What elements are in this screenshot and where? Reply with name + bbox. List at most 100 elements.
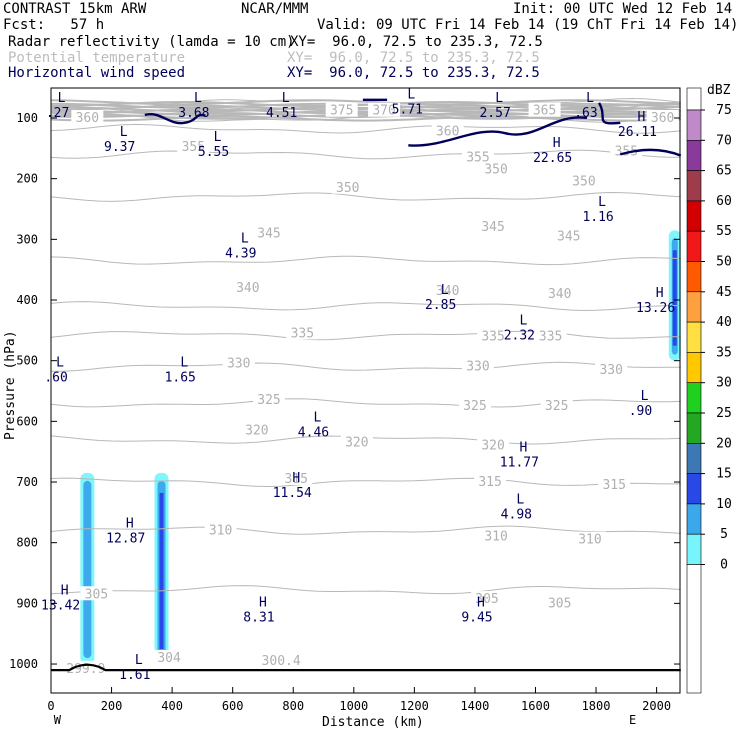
wind-extremum-value: 4.46 — [298, 425, 329, 440]
colorbar-label: 55 — [716, 224, 732, 239]
wind-extremum-marker: L — [180, 356, 188, 371]
x-axis-title: Distance (km) — [322, 715, 424, 730]
theta-label: 375 — [330, 104, 353, 119]
x-tick-label: 1600 — [521, 699, 550, 713]
theta-label-bg — [540, 398, 573, 413]
theta-label: 305 — [85, 587, 108, 602]
wind-extremum-value: 9.37 — [104, 140, 135, 155]
colorbar-swatch — [686, 442, 702, 474]
theta-label: 355 — [182, 140, 205, 155]
y-tick-label: 400 — [16, 293, 38, 307]
theta-label: 320 — [481, 439, 504, 454]
wind-extremum-value: .27 — [46, 106, 69, 121]
theta-label-bg — [598, 477, 631, 492]
wind-contour — [408, 116, 588, 147]
colorbar-swatch — [686, 291, 702, 323]
wind-extremum-low: L3.68 — [178, 91, 209, 121]
theta-label: 345 — [557, 229, 580, 244]
theta-label-bg — [573, 531, 606, 546]
colorbar-label: 20 — [716, 436, 732, 451]
colorbar-swatch — [686, 412, 702, 444]
wind-extremum-marker: L — [495, 91, 503, 106]
theta-label-bg — [222, 355, 255, 370]
theta-label-bg — [534, 328, 567, 343]
wind-extremum-low: L4.46 — [298, 410, 329, 440]
colorbar-label: 0 — [720, 558, 728, 573]
theta-label-bg — [177, 139, 210, 154]
x-tick-label: 2000 — [642, 699, 671, 713]
y-tick-label: 300 — [16, 232, 38, 246]
theta-label-bg — [461, 149, 494, 164]
colorbar-label: 15 — [716, 467, 732, 482]
theta-label-bg — [204, 522, 237, 537]
colorbar-label: 35 — [716, 345, 732, 360]
wind-extremum-high: H11.77 — [500, 441, 539, 471]
x-tick-label: 1000 — [339, 699, 368, 713]
theta-label: 320 — [345, 436, 368, 451]
wind-extremum-marker: H — [638, 110, 646, 125]
colorbar-swatch — [686, 109, 702, 141]
y-tick-label: 100 — [16, 111, 38, 125]
colorbar-label: 10 — [716, 497, 732, 512]
y-tick-label: 600 — [16, 414, 38, 428]
y-tick-label: 800 — [16, 536, 38, 550]
theta-label-bg — [646, 110, 679, 124]
theta-label-bg — [265, 652, 298, 667]
colorbar-label: 70 — [716, 133, 732, 148]
theta-contour — [50, 255, 681, 266]
wind-extremum-low: L4.98 — [501, 492, 532, 522]
theta-label: 340 — [436, 284, 459, 299]
theta-label: 350 — [572, 175, 595, 190]
y-tick-label: 500 — [16, 354, 38, 368]
wind-extremum-low: L.90 — [629, 389, 652, 419]
wind-extremum-high: H12.87 — [106, 517, 145, 547]
theta-label-bg — [480, 528, 513, 543]
wind-extremum-marker: L — [586, 91, 594, 106]
wind-extremum-value: 9.45 — [461, 610, 492, 625]
wind-extremum-high: H9.45 — [461, 595, 492, 625]
wind-extremum-high: H13.42 — [41, 583, 80, 613]
theta-label-bg — [280, 470, 313, 485]
theta-label-bg — [80, 586, 113, 601]
theta-contour — [50, 398, 681, 408]
theta-label-bg — [477, 328, 510, 343]
surface-line — [51, 663, 681, 672]
y-tick-label: 700 — [16, 475, 38, 489]
theta-label-bg — [253, 225, 286, 240]
wind-extremum-value: 22.65 — [533, 151, 572, 166]
init-time: Init: 00 UTC Wed 12 Feb 14 — [513, 1, 733, 17]
wind-extremum-marker: L — [598, 195, 606, 210]
colorbar-label: 30 — [716, 376, 732, 391]
theta-label: 360 — [436, 124, 459, 139]
theta-label-bg — [231, 279, 264, 294]
theta-label: 315 — [602, 478, 625, 493]
wind-extremum-high: H26.11 — [618, 110, 657, 140]
colorbar-swatch — [686, 352, 702, 383]
theta-label: 320 — [245, 423, 268, 438]
wind-extremum-marker: H — [126, 517, 134, 532]
wind-extremum-value: 4.51 — [266, 106, 297, 121]
theta-label-bg — [153, 649, 186, 664]
wind-extremum-marker: L — [194, 91, 202, 106]
colorbar-label: 40 — [716, 315, 732, 330]
theta-contour-dense — [50, 115, 681, 122]
wind-extremum-value: 1.65 — [165, 371, 196, 386]
theta-label-bg — [431, 282, 464, 297]
colorbar-label: 60 — [716, 194, 732, 209]
axis-layer: 100 200 300 400 500 600 700 800 900 1000 0 200 400 60… — [9, 111, 680, 727]
colorbar-swatch — [686, 140, 702, 171]
wind-extremum-value: .60 — [44, 371, 67, 386]
wind-extremum-low: L1.61 — [119, 653, 150, 683]
x-tick-label: 400 — [161, 699, 183, 713]
reflectivity-layer — [80, 230, 681, 665]
wind-extremum-low: L2.57 — [479, 91, 510, 121]
colorbar-swatch — [686, 321, 702, 353]
theta-label-bg — [567, 173, 600, 188]
theta-label: 365 — [533, 104, 556, 119]
theta-label: 345 — [481, 220, 504, 235]
theta-label-bg — [480, 161, 513, 176]
wind-extremum-value: 5.55 — [198, 145, 229, 160]
wind-extremum-marker: L — [407, 88, 415, 103]
colorbar-label: 5 — [720, 527, 728, 542]
